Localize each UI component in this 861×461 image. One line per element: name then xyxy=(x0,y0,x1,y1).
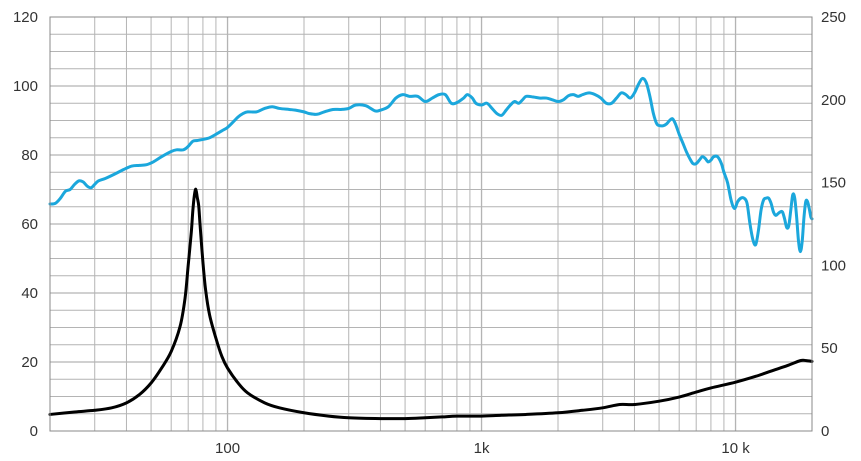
x-tick-label: 1k xyxy=(474,440,490,457)
y-left-tick-label: 100 xyxy=(13,78,38,95)
left-axis-tick-labels: 0 20 40 60 80 100 120 xyxy=(13,9,38,440)
y-right-tick-label: 200 xyxy=(821,92,846,109)
y-right-tick-label: 150 xyxy=(821,175,846,192)
y-left-tick-label: 20 xyxy=(21,354,38,371)
y-left-tick-label: 60 xyxy=(21,216,38,233)
y-right-tick-label: 0 xyxy=(821,423,829,440)
y-left-tick-label: 40 xyxy=(21,285,38,302)
x-axis-tick-labels: 100 1k 10 k xyxy=(215,440,750,457)
x-tick-label: 100 xyxy=(215,440,240,457)
y-right-tick-label: 250 xyxy=(821,9,846,26)
y-left-tick-label: 0 xyxy=(30,423,38,440)
y-left-tick-label: 120 xyxy=(13,9,38,26)
series-line-1 xyxy=(48,76,814,254)
plot-area xyxy=(48,16,814,432)
right-axis-tick-labels: 0 50 100 150 200 250 xyxy=(821,9,846,440)
plot-border xyxy=(49,16,813,432)
y-left-tick-label: 80 xyxy=(21,147,38,164)
series-line-2 xyxy=(48,187,814,421)
y-right-tick-label: 50 xyxy=(821,340,838,357)
x-tick-label: 10 k xyxy=(721,440,750,457)
grid xyxy=(50,17,812,431)
y-right-tick-label: 100 xyxy=(821,257,846,274)
series-layer xyxy=(48,76,814,421)
